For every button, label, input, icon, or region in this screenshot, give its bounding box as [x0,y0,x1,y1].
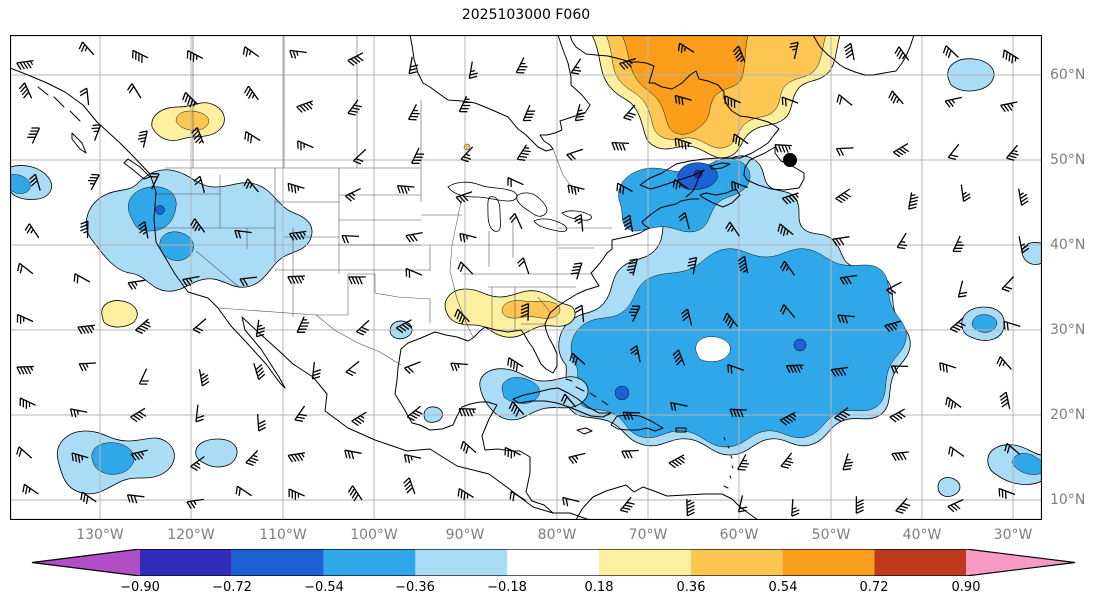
great-lakes-layer [447,181,592,232]
colorbar-segment [415,549,508,576]
x-tick-label: 60°W [719,527,759,543]
lake-huron [516,192,548,217]
anomaly-core [128,186,177,232]
anomaly-spot [614,385,630,401]
colorbar-over-arrow [966,549,1075,576]
anticosti-island [709,162,731,170]
y-tick-label: 60°N [1050,67,1086,83]
map-canvas [10,35,1042,520]
x-tick-label: 90°W [445,527,485,543]
bahamas [565,378,609,406]
gulf-st-lawrence-labrador [569,35,780,198]
colorbar-outline [31,549,1076,576]
white-hole [695,336,731,362]
anomaly-core [10,174,31,194]
lake-michigan [487,196,501,232]
anomaly-core [1011,453,1042,475]
y-tick-label: 20°N [1050,407,1086,423]
wind-barb-glyphs [16,41,1030,517]
wind-barbs-layer [16,41,1030,517]
hispaniola [610,414,664,432]
south-america-coast [575,484,759,520]
anomaly-spot-bottom-right [937,477,961,497]
x-tick-label: 80°W [537,527,577,543]
plot-title: 2025103000 F060 [461,7,591,23]
coastline-layer [10,35,915,520]
x-tick-label: 40°W [902,527,942,543]
anomaly-core [159,231,194,261]
colorbar-tick-label: −0.18 [487,580,527,595]
y-tick-label: 30°N [1050,322,1086,338]
anomaly-core [501,377,540,404]
colorbar-segment [599,549,691,576]
lesser-antilles [723,437,734,489]
anomaly-core [971,314,998,333]
x-tick-label: 50°W [811,527,851,543]
colorbar-under-arrow [32,549,140,576]
anomaly-region-baja-offshore [101,300,138,328]
lake-ontario [561,210,592,221]
plot-frame [10,35,1042,520]
x-tick-label: 100°W [350,527,398,543]
haida-gwaii [71,132,87,154]
anomaly-core [175,110,210,131]
y-tick-label: 50°N [1050,152,1086,168]
anomaly-region-east-pacific-2 [195,438,238,468]
anomaly-core [155,205,165,215]
x-tick-label: 110°W [259,527,307,543]
colorbar-tick-label: 0.90 [951,580,981,595]
station-marker [783,153,797,167]
puerto-rico [675,427,687,433]
colorbar-tick-label: −0.36 [395,580,435,595]
y-tick-label: 10°N [1050,492,1086,508]
jamaica [576,427,593,435]
anomaly-core [501,300,561,319]
lake-superior [447,181,518,202]
anomaly-spot [793,338,807,352]
colorbar-segment [690,549,783,576]
colorbar-tick-label: −0.72 [212,580,252,595]
y-tick-label: 40°N [1050,237,1086,253]
colorbar-tick-label: −0.54 [304,580,344,595]
colorbar-segment [782,549,875,576]
colorbar-segment [323,549,416,576]
colorbar-segment [507,549,599,576]
vancouver-island [123,158,151,180]
newfoundland [743,146,805,191]
anomaly-region-labrador-core [621,35,749,135]
colorbar-tick-label: 0.36 [676,580,706,595]
anomaly-spot-right [1021,242,1042,265]
hudson-bay [409,35,591,152]
x-tick-label: 70°W [628,527,668,543]
lake-erie [533,218,568,232]
atlantic-gulf-coast [394,198,700,514]
x-tick-label: 30°W [993,527,1033,543]
colorbar-tick-label: 0.72 [859,580,889,595]
alaska-fjords [37,86,81,122]
colorbar-segment [874,549,967,576]
colorbar-tick-label: −0.90 [120,580,160,595]
cuba [512,387,612,418]
greenland-tip [812,35,915,76]
pacific-coast [10,67,591,520]
colorbar-segment [140,549,232,576]
x-tick-label: 130°W [76,527,124,543]
x-tick-label: 120°W [167,527,215,543]
colorbar-tick-label: 0.54 [768,580,798,595]
borders-layer [156,35,612,366]
anomaly-core [91,442,135,475]
colorbar-segment [231,549,324,576]
colorbar [31,549,1076,576]
colorbar-tick-label: 0.18 [584,580,614,595]
